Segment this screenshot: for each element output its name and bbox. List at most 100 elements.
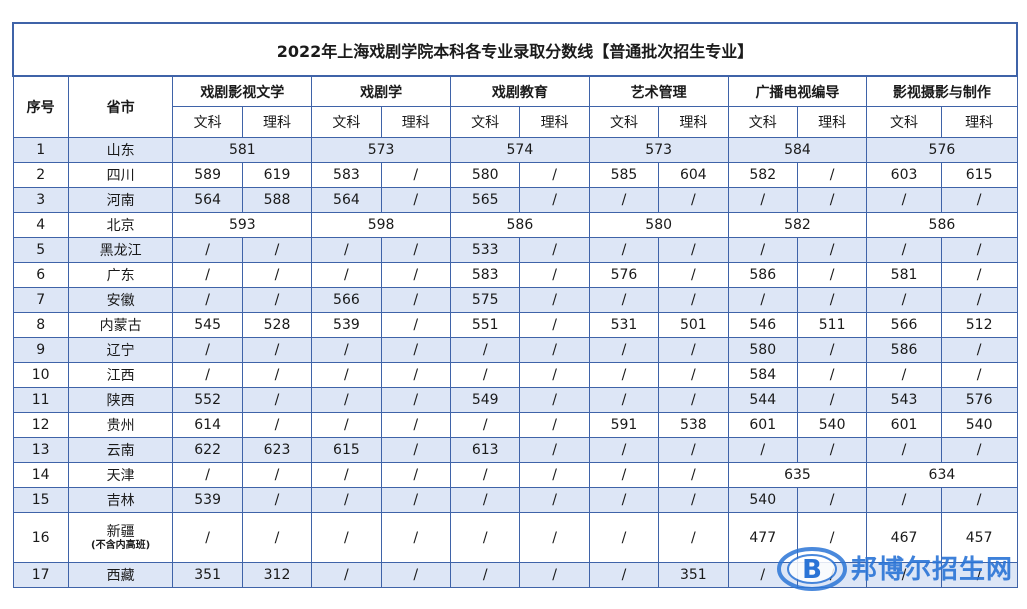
- table-row: 1 山东 581 573 574 573 584 576: [12, 137, 1018, 163]
- row-province: 辽宁: [67, 337, 174, 363]
- score-cell: /: [172, 262, 243, 288]
- row-province: 安徽: [67, 287, 174, 313]
- score-cell: 512: [940, 312, 1018, 338]
- row-province: 吉林: [67, 487, 174, 513]
- score-cell: /: [311, 362, 382, 388]
- score-cell: /: [796, 487, 868, 513]
- score-cell: /: [588, 512, 660, 563]
- score-cell: /: [311, 512, 382, 563]
- score-cell: /: [727, 562, 798, 588]
- score-cell: 501: [658, 312, 729, 338]
- score-cell: 601: [866, 412, 942, 438]
- subheader-li: 理科: [241, 106, 313, 138]
- score-cell: /: [940, 487, 1018, 513]
- score-cell: 511: [796, 312, 868, 338]
- score-cell: 619: [241, 162, 313, 188]
- score-cell: /: [449, 412, 521, 438]
- score-cell: /: [380, 337, 451, 363]
- header-major: 戏剧教育: [449, 75, 590, 107]
- subheader-wen: 文科: [311, 106, 382, 138]
- score-cell: /: [866, 287, 942, 313]
- table-row: 14 天津 / / / / / / //635 634: [12, 462, 1018, 488]
- score-cell: 584: [727, 362, 798, 388]
- header-major: 戏剧学: [311, 75, 451, 107]
- score-cell: 565: [449, 187, 521, 213]
- score-cell: 531: [588, 312, 660, 338]
- score-cell: /: [796, 187, 868, 213]
- score-cell: 552: [172, 387, 243, 413]
- table-row: 4 北京 593 598 586 580 582 586: [12, 212, 1018, 238]
- score-cell: 585: [588, 162, 660, 188]
- score-cell: 564: [172, 187, 243, 213]
- score-cell: /: [241, 412, 313, 438]
- table-row: 9 辽宁 / / / / / / //580/586/: [12, 337, 1018, 363]
- score-cell: 613: [449, 437, 521, 463]
- score-cell: /: [588, 387, 660, 413]
- score-cell: /: [241, 387, 313, 413]
- score-cell: /: [380, 187, 451, 213]
- score-cell: /: [311, 462, 382, 488]
- score-cell: /: [241, 287, 313, 313]
- row-index: 10: [12, 362, 69, 388]
- header-major: 戏剧影视文学: [172, 75, 313, 107]
- score-cell: /: [727, 437, 798, 463]
- score-cell: 634: [866, 462, 1018, 488]
- row-index: 3: [12, 187, 69, 213]
- score-cell: /: [796, 362, 868, 388]
- score-cell: /: [727, 237, 798, 263]
- score-cell: /: [380, 262, 451, 288]
- score-cell: 615: [940, 162, 1018, 188]
- score-cell: /: [727, 187, 798, 213]
- row-index: 15: [12, 487, 69, 513]
- row-province: 天津: [67, 462, 174, 488]
- score-cell: 623: [241, 437, 313, 463]
- score-cell: /: [172, 287, 243, 313]
- score-cell: 538: [658, 412, 729, 438]
- score-cell: /: [241, 487, 313, 513]
- score-cell: 576: [588, 262, 660, 288]
- score-cell: /: [519, 287, 590, 313]
- score-cell: 588: [241, 187, 313, 213]
- score-cell: 586: [727, 262, 798, 288]
- score-cell: /: [241, 262, 313, 288]
- score-cell: /: [588, 187, 660, 213]
- score-cell: 573: [588, 137, 729, 163]
- score-cell: /: [866, 437, 942, 463]
- score-cell: /: [380, 362, 451, 388]
- table-row: 12 贵州 614// / //591 538 601 540 601 540: [12, 412, 1018, 438]
- score-cell: 603: [866, 162, 942, 188]
- row-index: 13: [12, 437, 69, 463]
- row-index: 1: [12, 137, 69, 163]
- row-province: 西藏: [67, 562, 174, 588]
- subheader-wen: 文科: [172, 106, 243, 138]
- score-cell: 467: [866, 512, 942, 563]
- score-cell: /: [658, 512, 729, 563]
- score-cell: /: [940, 562, 1018, 588]
- row-province: 云南: [67, 437, 174, 463]
- score-cell: /: [796, 437, 868, 463]
- score-cell: 581: [866, 262, 942, 288]
- score-cell: 635: [727, 462, 868, 488]
- score-cell: /: [658, 237, 729, 263]
- score-cell: /: [519, 487, 590, 513]
- score-cell: /: [940, 187, 1018, 213]
- header-major: 广播电视编导: [727, 75, 868, 107]
- score-table-container: 2022年上海戏剧学院本科各专业录取分数线【普通批次招生专业】 序号 省市 戏剧…: [12, 22, 1018, 596]
- score-cell: /: [658, 437, 729, 463]
- score-cell: 540: [727, 487, 798, 513]
- row-index: 4: [12, 212, 69, 238]
- header-province: 省市: [67, 75, 174, 138]
- row-province: 江西: [67, 362, 174, 388]
- table-title: 2022年上海戏剧学院本科各专业录取分数线【普通批次招生专业】: [12, 22, 1018, 77]
- score-cell: /: [519, 387, 590, 413]
- score-cell: 566: [866, 312, 942, 338]
- score-cell: 574: [449, 137, 590, 163]
- score-cell: 539: [172, 487, 243, 513]
- score-cell: /: [380, 387, 451, 413]
- score-cell: 576: [940, 387, 1018, 413]
- row-province: 贵州: [67, 412, 174, 438]
- score-cell: /: [172, 512, 243, 563]
- province-name: 新疆: [106, 523, 135, 540]
- score-cell: 601: [727, 412, 798, 438]
- score-cell: /: [796, 562, 868, 588]
